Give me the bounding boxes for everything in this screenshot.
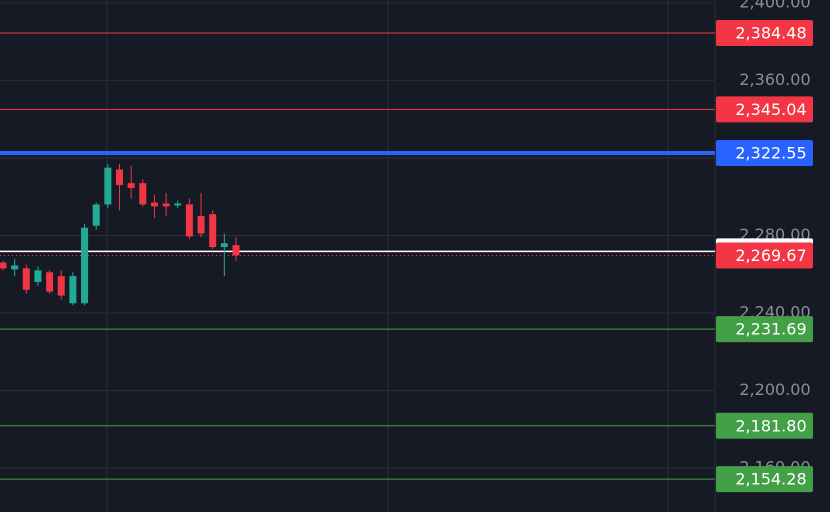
level-label-box [716,96,813,123]
candle-body [220,243,228,248]
candle-body [209,214,217,248]
candle-body [0,262,7,269]
candle-body [34,270,42,282]
level-label: 2,269.67 [735,246,806,265]
level-label: 2,345.04 [735,100,806,119]
candle-body [11,265,19,270]
level-label-box [716,242,813,269]
candle-body [127,183,135,188]
candle-body [116,169,123,186]
level-label-box [716,19,813,46]
candle-body [197,216,205,234]
level-label-box [716,316,813,343]
candle-body [162,203,170,207]
level-label-box [716,466,813,493]
y-tick-label: 2,400.00 [739,0,810,11]
level-label-box [716,139,813,166]
candle-body [22,268,30,290]
candle-body [104,167,112,205]
candle-body [139,183,147,205]
candle-body [150,202,158,207]
y-tick-label: 2,200.00 [739,380,810,399]
y-tick-label: 2,360.00 [739,70,810,89]
candle-body [92,204,100,226]
candle-body [185,204,193,237]
level-label: 2,154.28 [735,470,806,489]
candle-body [46,272,54,292]
level-label: 2,384.48 [735,23,806,42]
level-label: 2,181.80 [735,416,806,435]
candle-body [69,276,77,304]
candle-body [232,245,240,256]
level-label-box [716,412,813,439]
candle-body [81,227,89,304]
candle-body [174,203,182,206]
candle-body [57,276,65,296]
level-label: 2,322.55 [735,143,806,162]
level-label: 2,231.69 [735,320,806,339]
